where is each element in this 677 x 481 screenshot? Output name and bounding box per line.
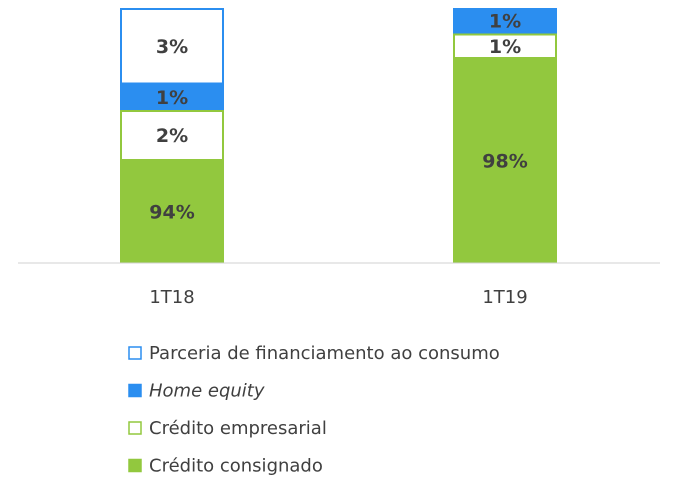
- x-tick-label: 1T18: [149, 287, 194, 308]
- legend-label: Home equity: [149, 381, 265, 402]
- data-label: 2%: [156, 125, 188, 147]
- legend-swatch: [128, 458, 142, 473]
- data-label: 1%: [489, 10, 521, 32]
- bar-segment: [120, 8, 224, 85]
- legend-label: Crédito empresarial: [149, 418, 327, 439]
- bar-segment: [120, 110, 224, 161]
- legend-label: Crédito consignado: [149, 456, 323, 477]
- x-tick-label: 1T19: [482, 287, 527, 308]
- data-label: 3%: [156, 36, 188, 58]
- data-label: 98%: [482, 151, 527, 173]
- legend-swatch: [128, 383, 142, 398]
- data-label: 1%: [156, 87, 188, 109]
- data-label: 94%: [149, 202, 194, 224]
- legend-label: Parceria de financiamento ao consumo: [149, 343, 500, 364]
- data-label: 1%: [489, 36, 521, 58]
- bar-segment: [120, 84, 224, 110]
- bar-segment: [453, 59, 557, 263]
- bar-segment: [453, 33, 557, 59]
- legend-swatch: [128, 346, 142, 360]
- bar-segment: [453, 8, 557, 34]
- bar-segment: [120, 161, 224, 263]
- legend-swatch: [128, 421, 142, 435]
